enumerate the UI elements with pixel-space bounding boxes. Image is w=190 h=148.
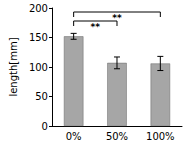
svg-text:200: 200 — [29, 3, 48, 14]
svg-text:0: 0 — [42, 121, 48, 132]
svg-text:100%: 100% — [146, 131, 175, 142]
svg-text:0%: 0% — [66, 131, 82, 142]
svg-text:50%: 50% — [106, 131, 128, 142]
svg-text:100: 100 — [29, 62, 48, 73]
svg-text:50: 50 — [35, 91, 48, 102]
svg-text:**: ** — [112, 13, 122, 23]
svg-text:**: ** — [91, 22, 101, 32]
svg-text:150: 150 — [29, 32, 48, 43]
svg-text:length[mm]: length[mm] — [8, 37, 19, 96]
